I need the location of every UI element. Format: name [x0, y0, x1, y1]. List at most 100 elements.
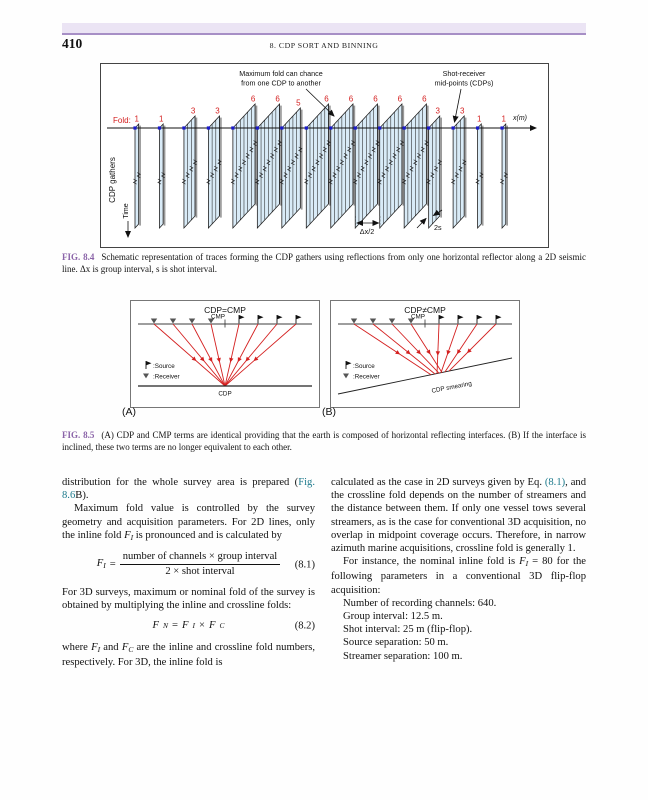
cmp-label: CMP — [211, 314, 225, 321]
panel-a-tag: (A) — [122, 406, 136, 418]
cdp-midpoint-dot — [475, 126, 480, 130]
wavelet-mark — [185, 172, 190, 178]
legend-source-label: :Source — [153, 363, 175, 370]
wavelet-mark — [283, 172, 288, 178]
axis-label: x(m) — [512, 115, 527, 122]
annotation-arrow-midpoints — [452, 88, 462, 123]
cdp-midpoint-dot — [329, 126, 333, 130]
dipping-reflector-line — [337, 357, 513, 395]
cross-reference-link[interactable]: (8.1) — [544, 477, 566, 488]
wavelet-mark — [234, 172, 239, 178]
wavelet-mark — [307, 172, 313, 178]
paragraph: For instance, the nominal inline fold is… — [331, 555, 586, 597]
wavelet-mark — [209, 172, 215, 178]
wavelet-mark — [371, 146, 376, 153]
wavelet-mark — [328, 178, 333, 185]
wavelet-mark — [326, 140, 331, 146]
source-flag-icon — [239, 315, 245, 320]
ray-arrowhead — [466, 348, 472, 354]
ray-arrowhead — [199, 356, 205, 362]
wavelet-mark — [475, 178, 480, 185]
cdp-gather-panel — [208, 114, 220, 230]
text-segment: C — [128, 644, 134, 654]
cdp-midpoint-dots — [133, 126, 504, 130]
list-item: Group interval: 12.5 m. — [343, 611, 443, 623]
fold-number: 3 — [436, 107, 441, 116]
equation-8-1: FI = number of channels × group interval… — [62, 551, 315, 578]
text-segment: F — [182, 620, 189, 632]
legend-receiver-label: :Receiver — [353, 374, 380, 381]
fold-number: 1 — [502, 115, 507, 124]
ray-line — [353, 323, 432, 376]
running-title: 8. CDP SORT AND BINNING — [269, 41, 379, 50]
wavelet-mark — [335, 165, 341, 172]
fold-number: 6 — [275, 95, 280, 104]
wavelet-mark — [311, 165, 316, 172]
wavelet-mark — [238, 165, 243, 172]
wavelet-mark — [262, 165, 267, 172]
wavelet-mark — [420, 146, 425, 153]
cdp-midpoint-dot — [280, 126, 284, 130]
cross-reference-link[interactable]: Fig. 8.6 — [62, 477, 315, 502]
ray-arrowhead — [237, 357, 242, 363]
text-segment: distribution for the whole survey area i… — [62, 477, 299, 488]
wavelet-mark — [255, 178, 260, 185]
wavelet-mark — [424, 140, 429, 146]
header-bar — [62, 23, 586, 35]
fold-label: Fold: — [113, 116, 131, 125]
text-segment: F — [519, 556, 526, 568]
fraction-denominator: 2 × shot interval — [165, 565, 235, 577]
ray-line — [410, 323, 443, 373]
fold-number: 6 — [373, 95, 378, 104]
cdp-gather-panel — [452, 114, 465, 230]
receiver-icon — [207, 318, 215, 324]
ray-arrowhead — [208, 357, 213, 363]
rays-group — [350, 315, 502, 376]
legend-receiver-icon — [143, 373, 149, 379]
wavelet-mark — [160, 172, 166, 178]
paragraph: For 3D surveys, maximum or nominal fold … — [62, 586, 315, 612]
cdp-midpoint-dot — [182, 126, 186, 130]
wavelet-mark — [405, 172, 411, 178]
ray-line — [172, 323, 226, 387]
wavelet-mark — [381, 172, 386, 178]
figure-8-5-caption: FIG. 8.5 (A) CDP and CMP terms are identi… — [62, 430, 586, 454]
source-flag-icon — [477, 315, 483, 320]
fold-number: 1 — [134, 115, 139, 124]
ray-line — [448, 323, 497, 372]
wavelet-mark — [249, 146, 254, 153]
fraction-numerator: number of channels × group interval — [119, 551, 281, 566]
fold-number: 1 — [477, 115, 482, 124]
paragraph: Maximum fold value is controlled by the … — [62, 502, 315, 544]
text-segment: F — [152, 620, 159, 632]
paragraph: calculated as the case in 2D surveys giv… — [331, 476, 586, 555]
wavelet-mark — [437, 159, 442, 166]
time-label: Time — [123, 203, 130, 218]
list-item: Streamer separation: 100 m. — [343, 650, 463, 662]
figure-8-4-canvas: 1 13 36 6 5 6 6 6 6 63 31 1 Maximum fold can chance… — [107, 69, 537, 238]
ray-line — [440, 323, 459, 373]
wavelet-mark — [269, 153, 275, 159]
text-segment: where — [62, 641, 92, 653]
equation-8-1-body: FI = number of channels × group interval… — [97, 551, 281, 578]
cdp-midpoint-dot — [378, 126, 382, 130]
figure-8-5-panel-b-canvas: CDP≠CMP CMP CDP smearing :Source :Receiv… — [330, 300, 520, 408]
figure-8-5-panel-a-canvas: CDP=CMP CMP CDP :Source :Receiver — [130, 300, 320, 408]
wavelet-mark — [287, 165, 292, 172]
source-flag-icon — [296, 315, 302, 320]
receiver-icon — [169, 318, 177, 324]
cmp-label: CMP — [411, 314, 425, 321]
figure-8-5-label: FIG. 8.5 — [62, 430, 95, 440]
shot-interval-label: 2s — [434, 223, 442, 232]
wavelet-mark — [503, 172, 508, 178]
receiver-icon — [369, 318, 377, 324]
text-segment: I — [130, 532, 134, 542]
text-segment: F — [124, 529, 131, 541]
ray-arrowhead — [216, 357, 221, 363]
cdp-midpoint-dot — [206, 126, 211, 130]
annotation-midpoints-line1: Shot-receiver — [443, 69, 486, 78]
wavelet-mark — [279, 178, 285, 185]
ray-line — [224, 323, 297, 387]
